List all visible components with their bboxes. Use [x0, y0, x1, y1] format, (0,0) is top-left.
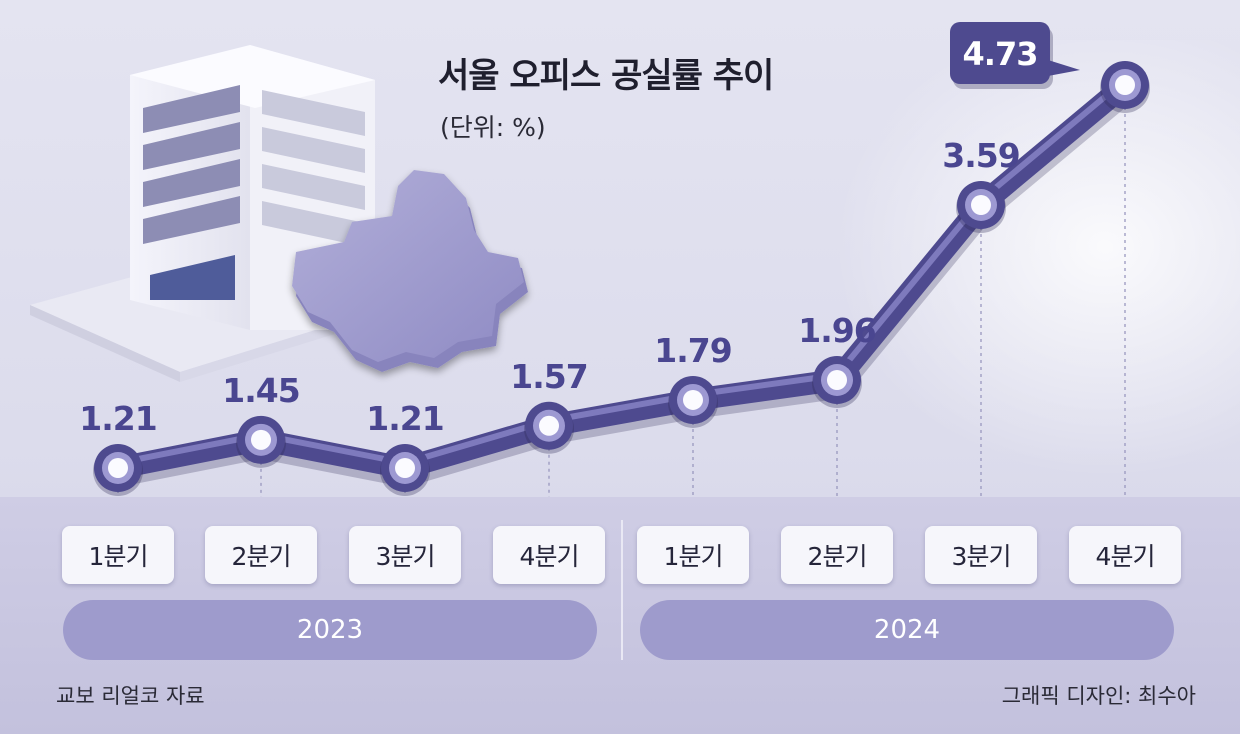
x-tick-label: 2분기: [781, 526, 893, 584]
series-line: [105, 74, 1138, 487]
year-label-2024: 2024: [640, 600, 1174, 660]
chart-title: 서울 오피스 공실률 추이: [438, 56, 774, 96]
value-labels: 1.21 1.45 1.21 1.57 1.79 1.96 3.59 4.73: [79, 22, 1080, 438]
data-label: 1.79: [654, 331, 731, 370]
x-tick-label: 2분기: [205, 526, 317, 584]
chart-unit: (단위: %): [440, 113, 546, 142]
seoul-map-icon: [292, 170, 528, 372]
x-tick-label: 3분기: [925, 526, 1037, 584]
data-point: [1100, 61, 1150, 113]
callout-box: [950, 22, 1050, 84]
data-point: [93, 444, 143, 496]
data-label: 1.96: [798, 311, 875, 350]
data-label: 4.73: [963, 35, 1038, 73]
callout-pointer: [1048, 60, 1080, 76]
point-center: [827, 370, 847, 390]
x-tick-label: 4분기: [1069, 526, 1181, 584]
office-building-icon: [30, 45, 380, 382]
data-point: [380, 444, 430, 496]
point-center: [971, 195, 991, 215]
series-line-highlight: [115, 77, 1128, 466]
point-center: [683, 389, 703, 410]
data-point: [668, 375, 718, 428]
year-label-2023: 2023: [63, 600, 597, 660]
data-label: 1.57: [510, 357, 587, 396]
data-markers: [93, 61, 1150, 496]
guide-lines: [117, 107, 1126, 497]
point-center: [539, 415, 559, 436]
data-point: [956, 181, 1006, 233]
source-note: 교보 리얼코 자료: [56, 684, 205, 708]
graphic-credit: 그래픽 디자인: 최수아: [1001, 684, 1196, 708]
data-label: 1.21: [79, 399, 156, 438]
point-center: [1115, 75, 1135, 95]
callout-bubble: 4.73: [950, 22, 1080, 89]
data-point: [236, 415, 286, 468]
point-center: [395, 458, 415, 478]
x-tick-label: 4분기: [493, 526, 605, 584]
x-tick-label: 1분기: [637, 526, 749, 584]
point-center: [251, 429, 271, 450]
x-tick-label: 3분기: [349, 526, 461, 584]
x-tick-label: 1분기: [62, 526, 174, 584]
data-point: [812, 356, 862, 408]
data-point: [524, 401, 574, 454]
background-glow: [700, 40, 1240, 500]
series-line-path: [107, 74, 1136, 479]
point-center: [108, 458, 128, 478]
data-label: 1.21: [366, 399, 443, 438]
data-label: 3.59: [942, 136, 1019, 175]
data-label: 1.45: [222, 371, 299, 410]
